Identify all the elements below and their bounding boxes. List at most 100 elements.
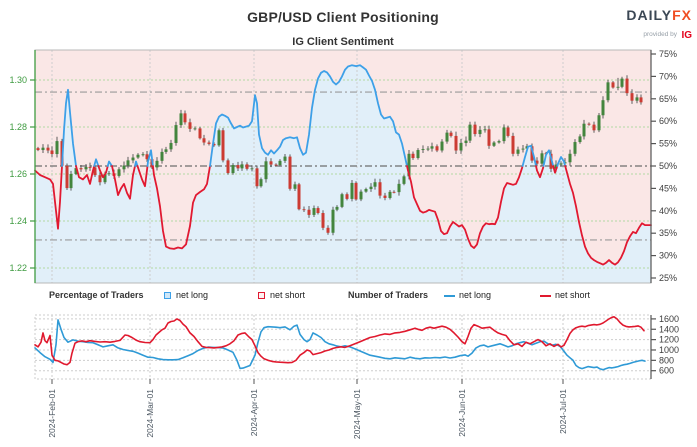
sentiment-line-net-long [146, 149, 154, 167]
sentiment-line-net-long [106, 160, 113, 167]
candle-body [274, 164, 278, 166]
price-tick-label: 1.24 [9, 216, 27, 226]
date-tick-label: 2024-May-01 [352, 389, 362, 439]
dailyfx-wordmark: DAILYFX [626, 7, 692, 25]
candle-body [378, 182, 382, 196]
candle-body [331, 209, 335, 233]
page-title: GBP/USD Client Positioning [247, 9, 439, 25]
candle-body [55, 141, 59, 155]
sentiment-fill-above [35, 50, 651, 265]
candle-body [117, 169, 121, 176]
legend-num-net-long-label: net long [459, 290, 492, 300]
candle-body [421, 149, 425, 151]
chart-subtitle: IG Client Sentiment [292, 36, 394, 48]
dailyfx-logo: DAILYFX provided by IG [626, 7, 692, 42]
pct-tick-label: 50% [659, 161, 677, 171]
candle-body [316, 208, 320, 214]
candle-body [549, 153, 553, 169]
sentiment-line-net-long [556, 156, 567, 167]
sentiment-line-net-short [406, 165, 524, 249]
candle-body [79, 168, 83, 170]
candle-body [630, 93, 634, 101]
price-tick-label: 1.30 [9, 75, 27, 85]
pct-tick-label: 30% [659, 251, 677, 261]
candle-body [321, 213, 325, 228]
candle-body [521, 148, 525, 150]
count-tick-label: 1400 [659, 324, 679, 334]
candle-body [217, 130, 221, 146]
candle-body [278, 160, 282, 166]
candle-body [245, 164, 249, 169]
candle-body [473, 124, 477, 135]
sentiment-line-net-short [136, 165, 149, 188]
candle-body [559, 163, 563, 165]
provided-by-text: provided by [643, 30, 677, 38]
candle-body [136, 154, 140, 158]
candle-body [345, 194, 349, 199]
pct-net-short-swatch-icon [258, 292, 265, 299]
candle-body [440, 141, 444, 151]
candle-body [236, 165, 240, 169]
candle-body [426, 148, 430, 150]
sentiment-line-net-short [111, 165, 136, 200]
candle-body [459, 142, 463, 151]
candle-body [449, 132, 453, 136]
candle-body [312, 208, 316, 215]
candle-body [231, 165, 235, 174]
candle-body [502, 127, 506, 142]
candle-body [350, 182, 354, 199]
date-tick-label: 2024-Apr-01 [249, 389, 259, 437]
candle-body [221, 130, 225, 161]
candle-body [578, 136, 582, 143]
candle-body [373, 182, 377, 187]
candle-body [226, 160, 230, 174]
candle-body [193, 128, 197, 130]
pct-tick-label: 25% [659, 273, 677, 283]
candle-body [255, 168, 259, 187]
candle-body [326, 227, 330, 233]
candle-body [264, 161, 268, 180]
candle-body [639, 97, 643, 103]
candle-body [445, 132, 449, 142]
candle-body [383, 195, 387, 198]
price-tick-label: 1.28 [9, 122, 27, 132]
logo-provided-by: provided by IG [626, 25, 692, 43]
traders-line-net-short [34, 315, 645, 366]
sentiment-line-net-long [521, 144, 537, 167]
candle-body [179, 113, 183, 126]
candle-body [340, 194, 344, 207]
pct-tick-label: 40% [659, 206, 677, 216]
candle-body [635, 97, 639, 101]
candle-body [454, 135, 458, 151]
candle-body [88, 166, 92, 168]
candle-body [388, 191, 392, 198]
candle-body [207, 142, 211, 144]
traders-line-net-long [34, 319, 646, 371]
price-tick-label: 1.22 [9, 263, 27, 273]
candle-body [202, 138, 206, 143]
sentiment-line-net-long [542, 149, 555, 167]
candle-body [240, 164, 244, 169]
sentiment-line-net-short [535, 165, 545, 179]
candle-body [160, 151, 164, 161]
candle-body [283, 156, 287, 161]
candle-body [511, 135, 515, 154]
candle-body [93, 167, 97, 176]
candle-body [141, 154, 145, 156]
candle-body [620, 78, 624, 87]
candle-body [259, 179, 263, 187]
candle-body [597, 115, 601, 131]
candle-body [497, 141, 501, 143]
candle-body [468, 124, 472, 141]
candle-body [122, 165, 126, 170]
candle-body [65, 165, 69, 189]
sentiment-line-net-short [34, 165, 63, 230]
candle-body [435, 146, 439, 151]
sentiment-line-net-short [97, 165, 109, 179]
candle-body [302, 209, 306, 211]
candle-body [483, 129, 487, 131]
candle-body [250, 168, 254, 170]
ig-logo-text: IG [681, 29, 692, 41]
candle-body [625, 78, 629, 94]
